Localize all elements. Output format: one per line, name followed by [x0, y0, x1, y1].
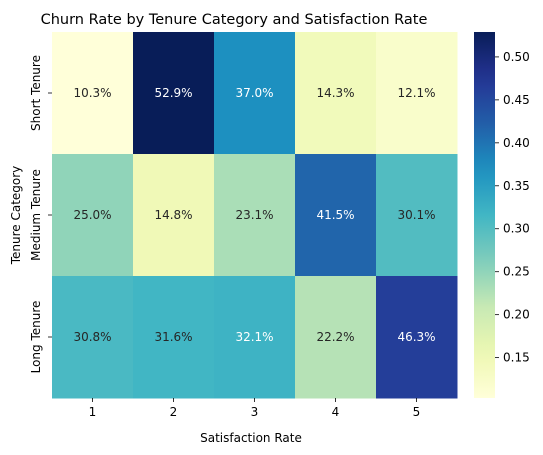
cell-label: 14.3% [316, 86, 354, 100]
y-axis-ticks: Short Tenure Medium Tenure Long Tenure [29, 55, 52, 373]
x-tick-label: 1 [89, 405, 97, 419]
cell-label: 10.3% [73, 86, 111, 100]
heatmap-cell [214, 32, 296, 155]
cell-label: 25.0% [73, 208, 111, 222]
y-tick-label: Long Tenure [29, 301, 43, 374]
heatmap-cell [214, 276, 296, 399]
colorbar-tick-label: 0.20 [503, 308, 530, 322]
cell-label: 30.1% [397, 208, 435, 222]
heatmap-cell [295, 276, 377, 399]
colorbar-ticks: 0.15 0.20 0.25 0.30 0.35 0.40 0.45 0.50 [495, 50, 530, 365]
cell-label: 12.1% [397, 86, 435, 100]
heatmap-cell [133, 276, 215, 399]
colorbar-tick-label: 0.15 [503, 351, 530, 365]
colorbar-tick-label: 0.45 [503, 93, 530, 107]
heatmap-cell [376, 276, 458, 399]
cell-label: 52.9% [154, 86, 192, 100]
cell-label: 32.1% [235, 330, 273, 344]
cell-label: 23.1% [235, 208, 273, 222]
chart-title: Churn Rate by Tenure Category and Satisf… [41, 12, 428, 28]
heatmap-cell [376, 32, 458, 155]
heatmap-cell [295, 32, 377, 155]
colorbar-tick-label: 0.40 [503, 136, 530, 150]
x-tick-label: 4 [332, 405, 340, 419]
heatmap-cells: 10.3% 52.9% 37.0% 14.3% 12.1% 25.0% 14.8% 23.1%… [52, 32, 458, 399]
cell-label: 46.3% [397, 330, 435, 344]
cell-label: 31.6% [154, 330, 192, 344]
colorbar-tick-label: 0.30 [503, 222, 530, 236]
y-axis-label: Tenure Category [9, 166, 23, 266]
y-tick-label: Medium Tenure [29, 169, 43, 261]
x-axis-ticks: 1 2 3 4 5 [89, 398, 421, 419]
x-tick-label: 2 [170, 405, 178, 419]
cell-label: 30.8% [73, 330, 111, 344]
heatmap-cell [52, 154, 134, 277]
heatmap-cell [214, 154, 296, 277]
heatmap-cell [133, 32, 215, 155]
heatmap-cell [52, 32, 134, 155]
colorbar-tick-label: 0.25 [503, 265, 530, 279]
x-tick-label: 3 [251, 405, 259, 419]
colorbar-tick-label: 0.35 [503, 179, 530, 193]
heatmap-cell [133, 154, 215, 277]
heatmap-cell [295, 154, 377, 277]
colorbar-tick-label: 0.50 [503, 50, 530, 64]
heatmap-cell [52, 276, 134, 399]
cell-label: 41.5% [316, 208, 354, 222]
cell-label: 22.2% [316, 330, 354, 344]
y-tick-label: Short Tenure [29, 55, 43, 131]
colorbar [474, 32, 495, 398]
heatmap-cell [376, 154, 458, 277]
x-axis-label: Satisfaction Rate [200, 431, 302, 445]
cell-label: 14.8% [154, 208, 192, 222]
cell-label: 37.0% [235, 86, 273, 100]
x-tick-label: 5 [413, 405, 421, 419]
